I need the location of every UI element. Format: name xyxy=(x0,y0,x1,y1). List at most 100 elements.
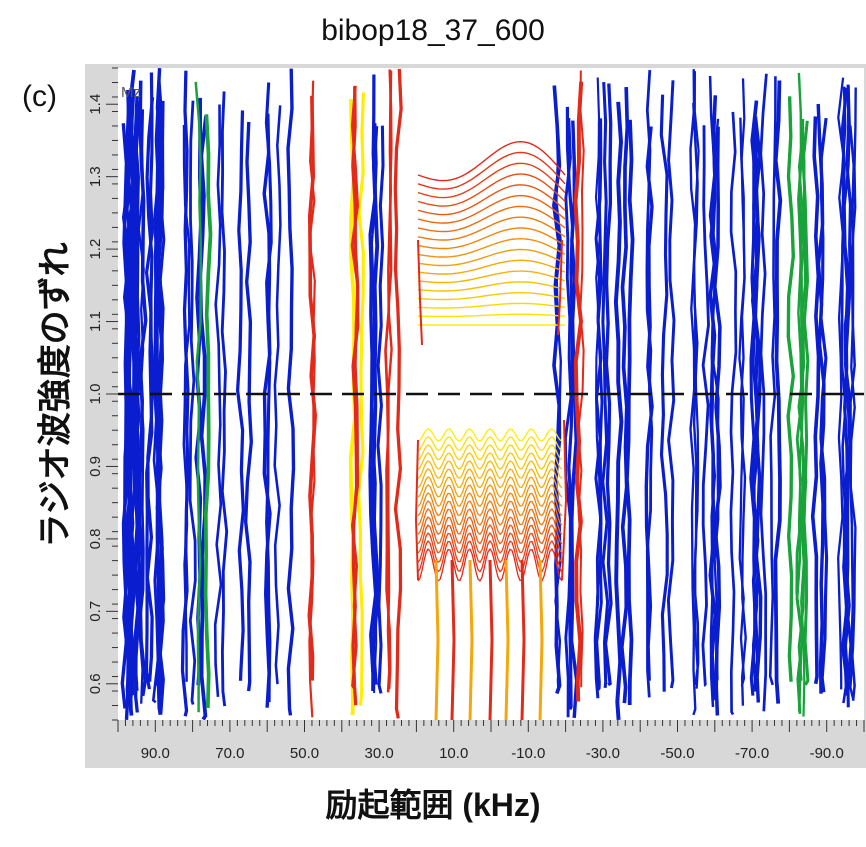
contour-streak xyxy=(708,95,718,701)
contour-streak xyxy=(800,121,808,717)
contour-lines xyxy=(120,68,857,720)
contour-streak xyxy=(244,121,253,692)
contour-streak xyxy=(786,96,796,682)
contour-lower-lobe xyxy=(417,515,563,545)
contour-streak xyxy=(603,83,613,687)
x-tick-label: -10.0 xyxy=(511,745,545,762)
contour-streak xyxy=(801,120,810,686)
chart-title: bibop18_37_600 xyxy=(321,14,545,47)
contour-streak xyxy=(729,111,738,716)
contour-lower-lobe xyxy=(417,444,563,461)
contour-streak xyxy=(613,101,624,720)
y-tick-label: 0.6 xyxy=(87,673,104,694)
x-tick-label: 90.0 xyxy=(141,745,170,762)
contour-streak xyxy=(121,97,132,720)
contour-lower-lobe xyxy=(417,428,563,442)
contour-streak xyxy=(286,68,296,716)
y-tick-label: 1.1 xyxy=(87,311,104,332)
contour-streak xyxy=(198,115,208,720)
contour-streak xyxy=(351,86,360,706)
contour-streak xyxy=(393,68,403,719)
contour-lower-lobe xyxy=(417,508,563,536)
contour-streak xyxy=(565,106,575,711)
contour-streak xyxy=(577,70,585,688)
contour-upper-lobe xyxy=(417,248,566,267)
contour-streak xyxy=(595,122,604,690)
contour-finger xyxy=(450,559,456,720)
contour-upper-wall xyxy=(557,239,563,336)
contour-streak xyxy=(370,123,378,694)
contour-streak xyxy=(711,118,720,685)
contour-streak xyxy=(768,76,777,686)
y-tick-label: 1.0 xyxy=(87,384,104,405)
y-tick-label: 1.2 xyxy=(87,239,104,260)
contour-finger xyxy=(488,559,494,720)
contour-lower-lobe xyxy=(417,476,563,498)
contour-streak xyxy=(843,85,851,691)
contour-streak xyxy=(220,91,229,707)
contour-streak xyxy=(376,125,385,694)
contour-streak xyxy=(749,118,757,696)
contour-upper-lobe xyxy=(417,227,566,250)
contour-upper-lobe xyxy=(417,216,566,241)
contour-upper-lobe xyxy=(417,173,566,207)
contour-streak xyxy=(797,126,806,681)
y-tick-label: 0.7 xyxy=(87,601,104,622)
corner-label: Mz xyxy=(121,84,141,101)
contour-lower-lobe xyxy=(417,484,563,508)
x-tick-label: 50.0 xyxy=(290,745,319,762)
contour-streak xyxy=(356,92,366,706)
contour-upper-lobe xyxy=(417,302,566,309)
contour-streak xyxy=(203,114,213,709)
contour-streak xyxy=(235,110,245,681)
contour-streak xyxy=(810,116,821,685)
contour-streak xyxy=(188,100,197,705)
contour-lower-lobe xyxy=(417,452,563,470)
contour-lower-lobe xyxy=(417,460,563,480)
contour-streak xyxy=(262,113,272,708)
x-axis-label: 励起範囲 (kHz) xyxy=(325,787,541,823)
contour-upper-lobe xyxy=(417,281,566,292)
contour-streak xyxy=(625,119,635,706)
panel-label: (c) xyxy=(22,80,57,113)
contour-streak xyxy=(738,78,746,687)
contour-streak xyxy=(689,69,697,716)
contour-upper-lobe xyxy=(417,292,566,301)
contour-streak xyxy=(849,87,857,700)
contour-streak xyxy=(816,103,826,694)
contour-lower-wall xyxy=(414,439,419,581)
x-tick-label: -50.0 xyxy=(660,745,694,762)
contour-streak xyxy=(573,81,584,702)
contour-lower-lobe xyxy=(417,468,563,489)
contour-streak xyxy=(384,70,393,693)
contour-streak xyxy=(128,88,137,696)
contour-upper-wall xyxy=(417,239,423,346)
contour-upper-lobe xyxy=(417,162,566,199)
contour-streak xyxy=(180,70,190,717)
contour-finger xyxy=(538,559,544,720)
contour-streak xyxy=(145,97,155,682)
x-tick-label: 10.0 xyxy=(439,745,468,762)
contour-streak xyxy=(132,96,141,713)
contour-streak xyxy=(692,71,700,689)
contour-streak xyxy=(837,77,845,690)
y-axis: 0.6 0.7 0.8 0.9 1.0 1.1 1.2 1.3 1.4 xyxy=(87,67,118,721)
contour-finger xyxy=(434,559,440,720)
contour-streak xyxy=(264,82,273,703)
contour-lower-wall xyxy=(561,419,568,581)
contour-streak xyxy=(601,82,610,689)
x-tick-label: -30.0 xyxy=(586,745,620,762)
contour-lower-lobe xyxy=(417,492,563,517)
contour-upper-lobe xyxy=(417,151,566,190)
contour-finger xyxy=(520,559,526,720)
x-tick-label: -90.0 xyxy=(810,745,844,762)
contour-streak xyxy=(619,87,630,704)
x-axis: 90.0 70.0 50.0 30.0 10.0 -10.0 -30.0 -50.0 -70.0… xyxy=(117,720,865,762)
contour-streak xyxy=(644,126,654,681)
contour-streak xyxy=(156,100,165,697)
y-tick-label: 1.4 xyxy=(87,94,104,115)
contour-streak xyxy=(151,100,160,704)
contour-lower-lobe xyxy=(417,531,563,564)
contour-streak xyxy=(554,120,562,691)
contour-streak xyxy=(273,105,282,685)
